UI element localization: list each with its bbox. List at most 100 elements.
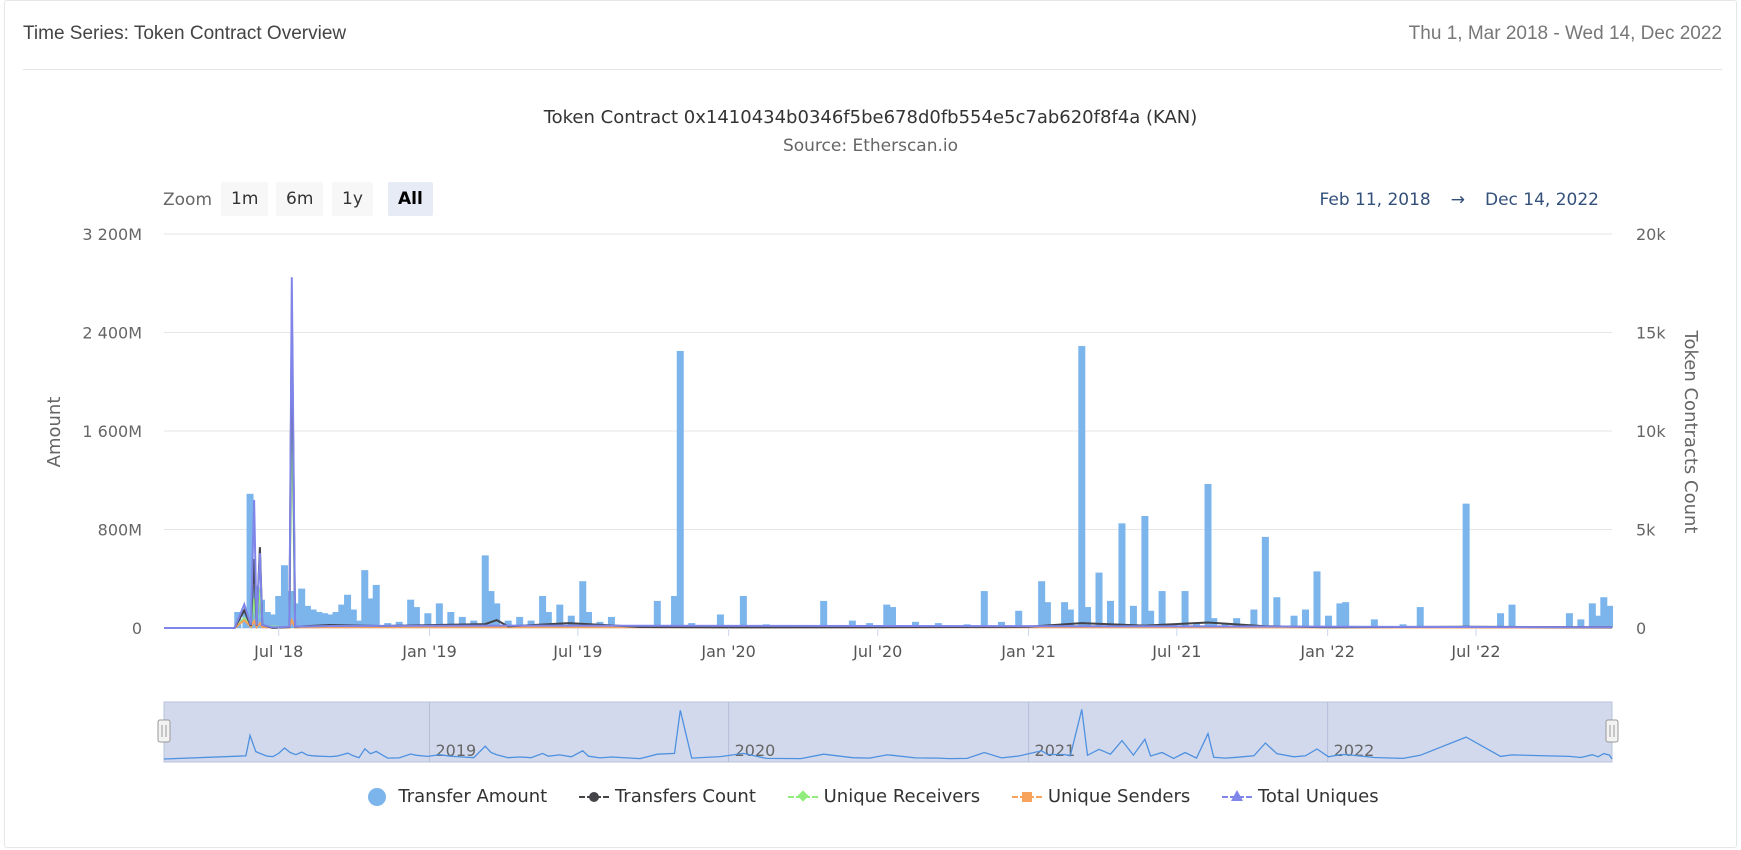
navigator-right-handle[interactable] xyxy=(1605,719,1619,743)
transfer-amount-bar xyxy=(315,611,323,628)
transfer-amount-bar xyxy=(321,613,329,628)
circle-marker xyxy=(588,791,599,802)
x-tick-label: Jul '18 xyxy=(253,642,303,661)
legend-item-unique-receivers[interactable]: Unique Receivers xyxy=(787,786,981,807)
transfer-amount-bar xyxy=(1181,591,1189,628)
legend-label: Transfer Amount xyxy=(398,786,548,807)
transfer-amount-bar xyxy=(275,595,283,628)
legend-label: Unique Receivers xyxy=(823,786,981,807)
transfer-amount-bar xyxy=(1015,610,1023,628)
transfer-amount-bar xyxy=(1577,619,1585,628)
navigator-label: 2022 xyxy=(1334,741,1375,760)
transfers-count-line xyxy=(164,312,1613,630)
transfer-amount-bar xyxy=(246,493,254,628)
transfer-amount-bar xyxy=(653,600,661,628)
transfer-amount-bar xyxy=(1497,613,1505,628)
y-left-tick-label: 800M xyxy=(98,521,142,540)
transfer-amount-series[interactable] xyxy=(234,346,1614,628)
transfer-amount-bar xyxy=(263,611,271,628)
y-right-tick-label: 20k xyxy=(1636,225,1666,244)
zoom-label: Zoom xyxy=(163,190,213,210)
transfer-amount-bar xyxy=(889,607,897,628)
transfer-amount-bar xyxy=(1061,602,1069,628)
navigator-left-handle[interactable] xyxy=(157,719,171,743)
range-from[interactable]: Feb 11, 2018 xyxy=(1319,190,1431,210)
transfer-amount-bar xyxy=(1594,615,1602,628)
navigator-label: 2020 xyxy=(735,741,776,760)
y-right-tick-label: 0 xyxy=(1636,619,1646,638)
transfer-amount-bar xyxy=(458,616,466,628)
transfer-amount-bar xyxy=(361,570,369,628)
x-tick-label: Jan '21 xyxy=(1000,642,1056,661)
transfer-amount-bar xyxy=(1106,600,1114,628)
circle-marker xyxy=(368,787,387,806)
transfer-amount-bar xyxy=(1588,603,1596,628)
transfer-amount-bar xyxy=(997,621,1005,628)
transfer-amount-bar xyxy=(303,605,311,628)
zoom-1m-button[interactable]: 1m xyxy=(221,182,269,216)
legend-item-transfers-count[interactable]: Transfers Count xyxy=(578,786,756,807)
square-marker xyxy=(1021,791,1032,802)
transfer-amount-bar xyxy=(911,621,919,628)
transfer-amount-bar xyxy=(487,591,495,628)
transfer-amount-bar xyxy=(883,604,891,628)
diamond-marker xyxy=(796,789,809,802)
transfer-amount-bar xyxy=(544,611,552,628)
triangle-marker xyxy=(1230,789,1243,801)
transfer-amount-bar xyxy=(349,609,357,628)
legend-item-transfer-amount[interactable]: Transfer Amount xyxy=(362,786,547,807)
transfer-amount-bar xyxy=(1084,607,1092,628)
transfer-amount-bar xyxy=(1261,536,1269,628)
zoom-1y-button[interactable]: 1y xyxy=(332,182,373,216)
transfer-amount-bar xyxy=(435,603,443,628)
transfer-amount-bar xyxy=(309,609,317,628)
transfer-amount-bar xyxy=(584,611,592,628)
transfer-amount-bar xyxy=(1600,597,1608,628)
transfer-amount-bar xyxy=(280,565,288,628)
y-axis-right: 0 5k 10k 15k 20k xyxy=(1636,225,1666,638)
navigator-series-line xyxy=(163,709,1613,760)
transfer-amount-bar xyxy=(1066,609,1074,628)
transfer-amount-bar xyxy=(1462,503,1470,628)
zoom-all-button[interactable]: All xyxy=(388,182,433,216)
y-right-tick-label: 5k xyxy=(1636,521,1656,540)
legend-symbol-line xyxy=(1011,790,1042,804)
transfer-amount-bar xyxy=(338,604,346,628)
navigator-window xyxy=(163,701,1613,763)
zoom-6m-button[interactable]: 6m xyxy=(276,182,324,216)
x-tick-label: Jul '21 xyxy=(1151,642,1201,661)
y-right-tick-label: 10k xyxy=(1636,422,1666,441)
navigator[interactable]: 2019 2020 2021 2022 xyxy=(157,701,1619,763)
line-series[interactable] xyxy=(164,277,1613,630)
legend-item-unique-senders[interactable]: Unique Senders xyxy=(1011,786,1190,807)
transfer-amount-bar xyxy=(1204,483,1212,628)
transfer-amount-bar xyxy=(1118,523,1126,628)
date-range-label: Thu 1, Mar 2018 - Wed 14, Dec 2022 xyxy=(1408,23,1722,44)
range-to[interactable]: Dec 14, 2022 xyxy=(1484,190,1599,210)
transfer-amount-bar xyxy=(1565,613,1573,628)
legend-symbol-line xyxy=(1221,789,1252,804)
transfer-amount-bar xyxy=(1158,591,1166,628)
transfer-amount-bar xyxy=(424,613,432,628)
range-display: Feb 11, 2018 → Dec 14, 2022 xyxy=(1310,190,1609,210)
transfer-amount-bar xyxy=(1078,346,1086,628)
legend-symbol-line xyxy=(787,789,818,804)
legend-item-total-uniques[interactable]: Total Uniques xyxy=(1221,786,1379,807)
transfer-amount-bar xyxy=(344,594,352,628)
transfer-amount-bar xyxy=(1324,615,1332,628)
transfer-amount-bar xyxy=(567,615,575,628)
transfer-amount-bar xyxy=(412,607,420,628)
range-arrow: → xyxy=(1450,190,1465,210)
transfer-amount-bar xyxy=(1250,609,1258,628)
transfer-amount-bar xyxy=(1313,571,1321,628)
x-tick-label: Jul '19 xyxy=(552,642,602,661)
transfer-amount-bar xyxy=(1147,610,1155,628)
y-left-tick-label: 1 600M xyxy=(82,422,142,441)
transfer-amount-bar xyxy=(269,614,277,628)
transfer-amount-bar xyxy=(1038,581,1046,628)
transfer-amount-bar xyxy=(504,620,512,628)
x-tick-label: Jan '19 xyxy=(401,642,457,661)
transfer-amount-bar xyxy=(1416,607,1424,628)
x-tick-label: Jul '22 xyxy=(1450,642,1500,661)
